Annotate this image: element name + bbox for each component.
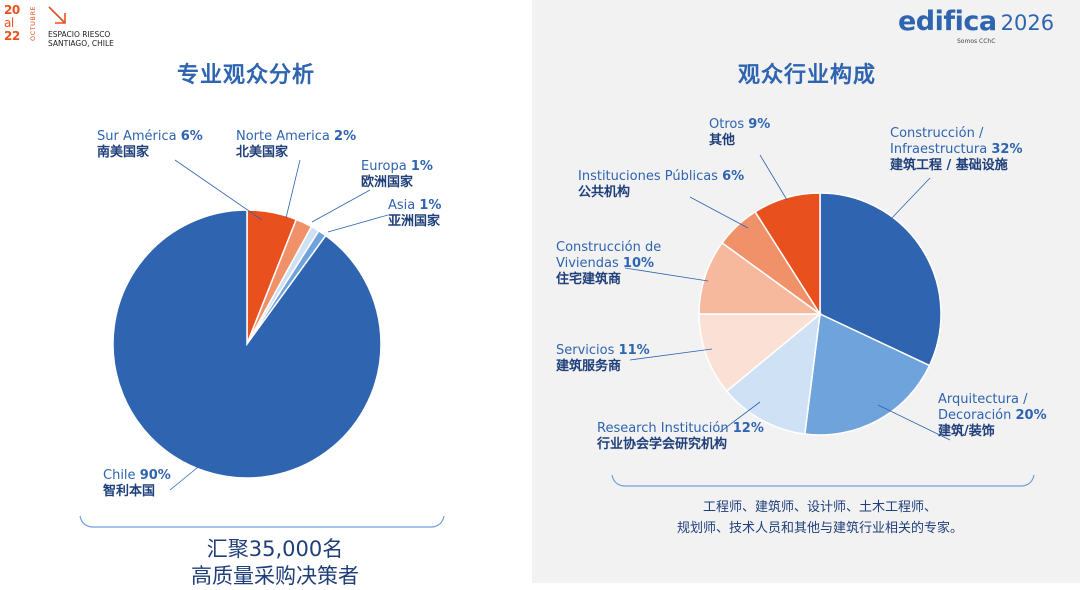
pie-slice-otros [754,192,821,317]
leader-line [719,401,761,433]
label-text: Construcción de Viviendas [556,240,662,271]
label-research: Research Institución 12% 行业协会学会研究机构 [597,421,764,453]
date-end: 22 [4,29,20,43]
label-value: 9% [748,117,771,132]
label-text: Europa [361,159,407,174]
pie-slice-servicios [698,313,823,393]
label-value: 1% [410,159,433,174]
pie-slice-chile [112,209,382,479]
pie-slice-construcci-n-de-viviendas [698,241,823,315]
label-text: Arquitectura / Decoración [938,392,1028,423]
label-value: 12% [732,421,764,436]
label-zh: 智利本国 [103,484,156,499]
label-zh: 北美国家 [236,145,289,160]
venue-name: ESPACIO RIESCO [48,30,111,39]
label-value: 1% [419,198,442,213]
label-viviendas: Construcción de Viviendas 10% 住宅建筑商 [556,240,686,288]
chart-title-industry: 观众行业构成 [738,63,877,88]
venue-city: SANTIAGO, CHILE [48,39,114,48]
label-zh: 南美国家 [97,145,150,160]
left-bracket [79,515,445,528]
label-text: Instituciones Públicas [578,169,718,184]
label-sur-america: Sur América 6% 南美国家 [97,129,203,161]
date-start: 20 [4,3,20,17]
pie-industry [698,192,942,436]
right-bracket [611,474,1035,487]
label-zh: 欧洲国家 [361,175,414,190]
label-zh: 行业协会学会研究机构 [597,437,728,452]
summary-line2: 高质量采购决策者 [191,564,359,588]
label-value: 2% [334,129,357,144]
leader-line [889,177,931,221]
leader-line [169,444,226,491]
label-value: 32% [991,142,1023,157]
label-value: 11% [618,343,650,358]
label-zh: 建筑服务商 [556,359,622,374]
label-instituciones: Instituciones Públicas 6% 公共机构 [578,169,744,201]
label-arquitectura: Arquitectura / Decoración 20% 建筑/装饰 [938,392,1078,440]
brand-logo: edifica 2026 Somos CChC [898,6,1055,45]
date-connector: al [4,16,14,30]
brand-subtitle: Somos CChC [957,38,996,45]
label-zh: 建筑工程 / 基础设施 [890,158,1008,173]
label-zh: 其他 [709,133,736,148]
label-value: 90% [139,468,171,483]
event-dates: 20 al 22 [4,4,20,43]
leader-line [629,348,713,361]
leader-line [311,189,371,223]
leader-line [327,214,389,233]
label-value: 6% [722,169,745,184]
label-text: Norte America [236,129,330,144]
label-text: Otros [709,117,745,132]
footnote-line1: 工程师、建筑师、设计师、土木工程师、 [702,500,937,515]
chart-title-origin: 专业观众分析 [177,63,316,88]
leader-line [174,159,263,221]
label-zh: 亚洲国家 [388,214,441,229]
label-value: 6% [180,129,203,144]
label-zh: 住宅建筑商 [556,272,622,287]
label-zh: 公共机构 [578,185,631,200]
label-servicios: Servicios 11% 建筑服务商 [556,343,650,375]
label-norte-america: Norte America 2% 北美国家 [236,129,356,161]
pie-slice-research-instituci-n [725,312,821,435]
label-text: Research Institución [597,421,729,436]
summary-text: 汇聚35,000名 高质量采购决策者 [175,536,375,590]
event-venue: ESPACIO RIESCO SANTIAGO, CHILE [48,30,114,48]
label-text: Servicios [556,343,615,358]
label-asia: Asia 1% 亚洲国家 [388,198,441,230]
pie-slice-construcci-n-infraestructura [819,192,942,367]
label-zh: 建筑/装饰 [938,424,995,439]
label-text: Construcción / Infraestructura [890,126,988,157]
leader-line [877,404,951,441]
leader-line [759,154,788,201]
label-construccion: Construcción / Infraestructura 32% 建筑工程 /… [890,126,1040,174]
label-value: 10% [622,256,655,271]
footnote: 工程师、建筑师、设计师、土木工程师、 规划师、技术人员和其他与建筑行业相关的专家… [610,497,1030,539]
event-info: 20 al 22 OCTUBRE ESPACIO RIESCO SANTIAGO… [4,4,134,52]
leader-line [285,159,301,219]
label-value: 20% [1015,408,1047,423]
leader-lines [169,154,951,491]
label-text: Asia [388,198,416,213]
brand-year: 2026 [1000,11,1055,35]
brand-name: edifica [898,6,997,37]
label-europa: Europa 1% 欧洲国家 [361,159,433,191]
footnote-line2: 规划师、技术人员和其他与建筑行业相关的专家。 [676,521,963,536]
leader-line [689,196,749,229]
leader-line [624,267,709,282]
summary-line1: 汇聚35,000名 [206,537,344,561]
label-text: Chile [103,468,136,483]
label-chile: Chile 90% 智利本国 [103,468,171,500]
pie-origin [112,209,382,479]
arrow-corner-icon [48,6,66,24]
label-text: Sur América [97,129,177,144]
pie-slice-arquitectura-decoraci-n [803,312,931,436]
label-otros: Otros 9% 其他 [709,117,770,149]
